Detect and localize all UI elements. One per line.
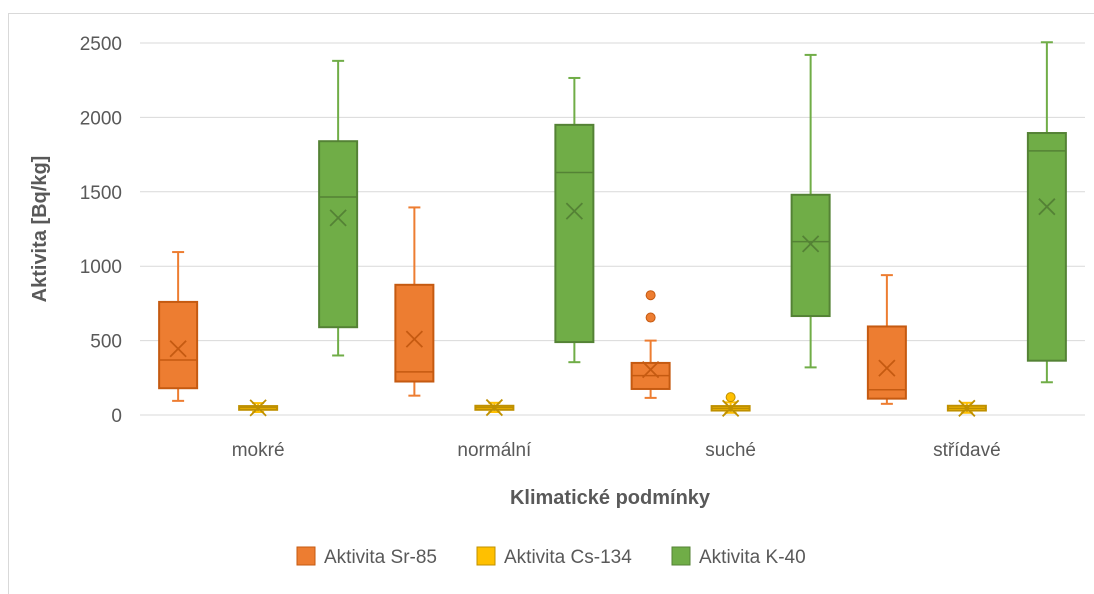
x-tick-label: suché: [705, 440, 756, 461]
legend-item: Aktivita Cs-134: [477, 547, 632, 568]
box-2-2: [475, 400, 513, 416]
legend-swatch: [477, 547, 495, 565]
x-tick-label: střídavé: [933, 440, 1001, 461]
box-3-4: [1028, 42, 1066, 382]
y-axis-label: Aktivita [Bq/kg]: [29, 156, 51, 303]
legend-label: Aktivita K-40: [699, 547, 806, 568]
gridlines: [140, 43, 1085, 415]
box-series: [159, 42, 1066, 416]
legend-item: Aktivita K-40: [672, 547, 806, 568]
x-tick-label: mokré: [232, 440, 285, 461]
box-3-3: [792, 55, 830, 367]
legend-swatch: [297, 547, 315, 565]
outlier-point: [646, 313, 655, 322]
outlier-point: [726, 393, 735, 402]
box-3-2: [555, 78, 593, 362]
box-body: [1028, 133, 1066, 361]
y-tick-labels: 0 500 1000 1500 2000 2500: [80, 34, 122, 427]
box-1-3: [632, 291, 670, 398]
x-axis-label: Klimatické podmínky: [510, 487, 711, 509]
box-body: [395, 285, 433, 382]
box-body: [868, 326, 906, 398]
box-2-4: [948, 400, 986, 416]
box-body: [159, 302, 197, 388]
y-tick-label: 0: [111, 406, 122, 427]
box-body: [792, 195, 830, 316]
legend-label: Aktivita Cs-134: [504, 547, 632, 568]
box-2-3: [712, 393, 750, 417]
x-tick-label: normální: [457, 440, 532, 461]
outlier-point: [646, 291, 655, 300]
box-1-4: [868, 275, 906, 404]
y-tick-label: 500: [90, 332, 122, 353]
box-2-1: [239, 400, 277, 416]
y-tick-label: 1500: [80, 183, 122, 204]
box-1-2: [395, 207, 433, 395]
y-tick-label: 2500: [80, 34, 122, 55]
legend-swatch: [672, 547, 690, 565]
legend-item: Aktivita Sr-85: [297, 547, 437, 568]
legend: Aktivita Sr-85 Aktivita Cs-134 Aktivita K-…: [297, 547, 806, 568]
legend-label: Aktivita Sr-85: [324, 547, 437, 568]
box-3-1: [319, 61, 357, 356]
y-tick-label: 2000: [80, 108, 122, 129]
y-tick-label: 1000: [80, 257, 122, 278]
x-tick-labels: mokré normální suché střídavé: [232, 440, 1001, 461]
box-1-1: [159, 252, 197, 401]
box-body: [555, 125, 593, 342]
box-body: [319, 141, 357, 327]
